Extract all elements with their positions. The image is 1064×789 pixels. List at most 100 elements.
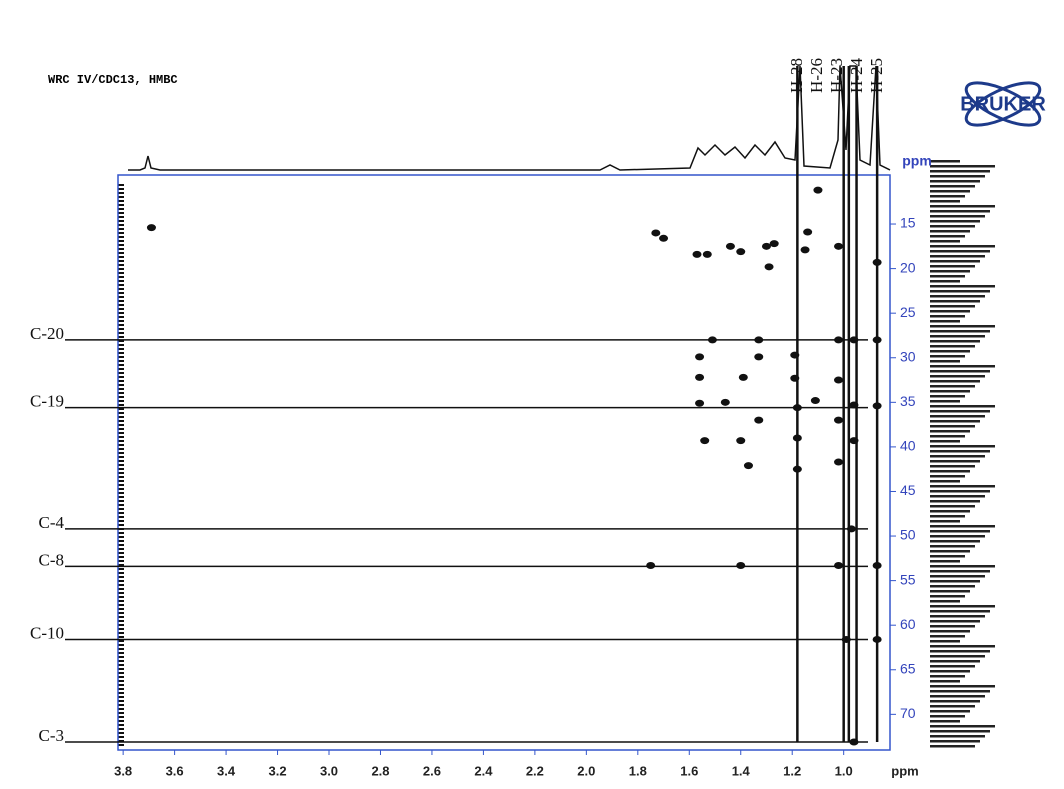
cross-peak [834,459,843,466]
cross-peak [721,399,730,406]
parameter-line [930,690,990,693]
parameter-line [930,220,980,223]
parameter-line [930,180,980,183]
parameter-line [930,190,970,193]
parameter-line [930,385,975,388]
parameter-line [930,625,975,628]
parameter-line [930,635,965,638]
parameter-line [930,175,985,178]
logo-text: BRUKER [960,93,1046,115]
parameter-line [930,225,975,228]
plot-frame [118,175,890,750]
parameter-line [930,615,985,618]
parameter-line [930,525,995,528]
parameter-line [930,185,975,188]
parameter-line [930,380,980,383]
parameter-line [930,160,960,163]
parameter-line [930,710,970,713]
parameter-line [930,670,970,673]
x-tick-label: 3.0 [320,763,338,778]
parameter-line [930,715,965,718]
parameter-line [930,240,960,243]
parameter-line [930,460,980,463]
parameter-line [930,585,975,588]
h-label: H-26 [807,58,826,93]
x-tick-label: 1.8 [629,763,647,778]
x-tick-label: 3.6 [166,763,184,778]
cross-peak [736,437,745,444]
cross-peak [849,402,858,409]
parameter-line [930,530,990,533]
parameter-line [930,660,980,663]
parameter-line [930,350,970,353]
x-tick-label: 3.8 [114,763,132,778]
cross-peak [739,374,748,381]
cross-peak [811,397,820,404]
x-tick-label: 1.6 [680,763,698,778]
parameter-line [930,630,970,633]
parameter-line [930,360,960,363]
cross-peak [708,336,717,343]
y-tick-label: 20 [900,259,916,275]
h-label: H-23 [827,58,846,93]
y-tick-label: 15 [900,215,916,231]
parameter-line [930,270,970,273]
cross-peak [790,352,799,359]
parameter-line [930,235,965,238]
cross-peak [847,525,856,532]
parameter-line [930,600,960,603]
parameter-line [930,345,975,348]
x-tick-label: 3.2 [269,763,287,778]
chart-title: WRC IV/CDC13, HMBC [48,73,178,87]
parameter-line [930,170,990,173]
y-tick-label: 55 [900,571,916,587]
parameter-line [930,455,985,458]
parameter-line [930,440,960,443]
cross-peak [834,417,843,424]
parameter-line [930,520,960,523]
parameter-line [930,325,995,328]
parameter-line [930,620,980,623]
parameter-panel [930,160,995,748]
parameter-line [930,335,985,338]
cross-peak [849,336,858,343]
cross-peak [793,404,802,411]
parameter-line [930,565,995,568]
parameter-line [930,400,960,403]
y-tick-label: 40 [900,438,916,454]
y-tick-label: 45 [900,482,916,498]
parameter-line [930,490,990,493]
parameter-line [930,475,965,478]
parameter-line [930,580,980,583]
parameter-line [930,550,970,553]
cross-peak [873,562,882,569]
parameter-line [930,295,985,298]
x-tick-label: 2.4 [474,763,493,778]
parameter-line [930,265,975,268]
y-tick-label: 30 [900,348,916,364]
cross-peak [834,336,843,343]
parameter-line [930,375,985,378]
y-tick-label: 65 [900,660,916,676]
parameter-line [930,510,970,513]
parameter-line [930,165,995,168]
parameter-line [930,200,960,203]
x-tick-label: 2.6 [423,763,441,778]
parameter-line [930,285,995,288]
parameter-line [930,720,960,723]
cross-peak [736,562,745,569]
cross-peak [849,437,858,444]
parameter-line [930,535,985,538]
cross-peak [695,374,704,381]
parameter-line [930,700,980,703]
x-tick-label: 1.0 [835,763,853,778]
c-label: C-4 [39,513,65,532]
parameter-line [930,515,965,518]
y-tick-label: 25 [900,304,916,320]
cross-peak [754,353,763,360]
parameter-line [930,570,990,573]
parameter-line [930,355,965,358]
cross-peak [873,402,882,409]
parameter-line [930,470,970,473]
parameter-line [930,605,995,608]
